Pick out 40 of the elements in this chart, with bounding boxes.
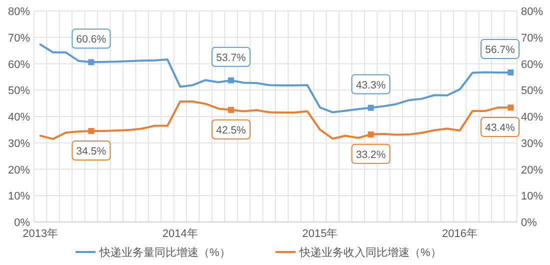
data-label: 42.5% [216,124,246,136]
data-label: 34.5% [76,146,106,158]
y2-tick-label: 60% [521,58,544,71]
point [228,106,234,113]
point [368,131,374,138]
x-tick-label: 2015年 [302,228,338,240]
y-tick-label: 20% [8,164,30,176]
y2-tick-label: 80% [521,6,544,18]
y-tick-label: 10% [8,190,30,203]
data-label: 43.4% [485,122,515,134]
data-label: 60.6% [76,34,106,46]
point [88,128,94,134]
y2-tick-label: 20% [521,164,544,176]
point [368,104,374,111]
data-label: 53.7% [216,52,246,64]
legend-label: 快递业务收入同比增速（%） [298,246,442,259]
y-tick-label: 70% [8,32,30,44]
y2-tick-label: 0% [521,217,538,229]
data-label: 33.2% [356,148,386,161]
y-tick-label: 40% [8,112,30,124]
point [228,77,234,84]
y-tick-label: 50% [8,85,30,98]
y2-tick-label: 40% [521,112,544,124]
y2-tick-label: 30% [521,138,544,150]
legend-label: 快递业务量同比增速（%） [98,246,230,259]
y2-tick-label: 50% [521,85,544,98]
x-tick-label: 2013年 [22,228,58,240]
y-tick-label: 80% [8,6,30,18]
point [88,59,94,66]
point [508,104,514,111]
data-label: 43.3% [356,79,386,92]
y-tick-label: 30% [8,138,30,150]
y2-tick-label: 70% [521,32,544,44]
data-label: 56.7% [485,44,515,56]
y-tick-label: 60% [8,58,30,71]
point [508,69,514,76]
x-tick-label: 2014年 [162,228,198,240]
y2-tick-label: 10% [521,190,544,203]
y-tick-label: 0% [14,217,30,229]
x-tick-label: 2016年 [442,228,478,240]
